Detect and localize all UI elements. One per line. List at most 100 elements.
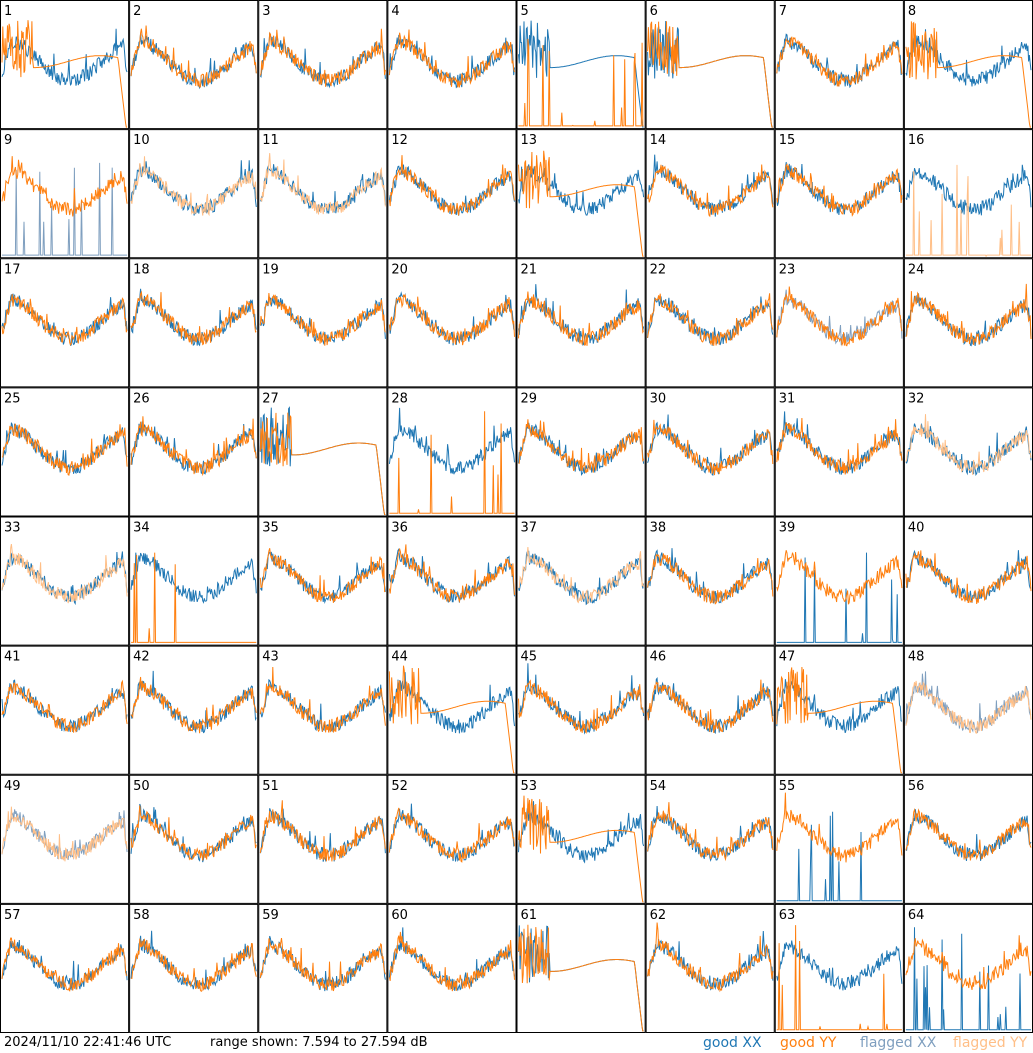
series-yy-line bbox=[388, 544, 515, 604]
timestamp: 2024/11/10 22:41:46 UTC bbox=[4, 1035, 172, 1050]
tile-frame bbox=[903, 387, 1033, 517]
series-yy-line bbox=[259, 292, 386, 346]
tile-label: 27 bbox=[262, 391, 279, 406]
tile-56: 56 bbox=[903, 774, 1033, 904]
series-yy-line bbox=[647, 553, 774, 605]
series-xx-line bbox=[1, 809, 128, 860]
tile-frame bbox=[258, 516, 388, 646]
tile-39: 39 bbox=[774, 516, 904, 646]
series-xx-line bbox=[905, 927, 1031, 1031]
series-yy-line bbox=[259, 938, 386, 992]
series-yy-line bbox=[1, 806, 128, 862]
series-xx-line bbox=[518, 20, 644, 128]
series-xx-line bbox=[388, 672, 515, 734]
tile-26: 26 bbox=[129, 387, 259, 517]
tile-2: 2 bbox=[129, 0, 259, 130]
tile-frame bbox=[387, 645, 517, 775]
tile-label: 42 bbox=[133, 650, 150, 665]
series-yy-line bbox=[388, 294, 515, 346]
series-yy-line bbox=[259, 28, 386, 87]
tile-frame bbox=[774, 903, 904, 1033]
tile-label: 9 bbox=[4, 133, 12, 148]
series-xx-line bbox=[388, 407, 515, 475]
tile-frame bbox=[774, 645, 904, 775]
tile-15: 15 bbox=[774, 129, 904, 259]
tile-label: 30 bbox=[650, 391, 667, 406]
tile-frame bbox=[774, 387, 904, 517]
tile-label: 26 bbox=[133, 391, 150, 406]
tile-46: 46 bbox=[645, 645, 775, 775]
tile-64: 64 bbox=[903, 903, 1033, 1033]
legend-good-xx: good XX bbox=[703, 1035, 762, 1051]
series-xx-line bbox=[776, 940, 903, 991]
tile-61: 61 bbox=[516, 903, 646, 1033]
tile-label: 52 bbox=[391, 779, 408, 794]
tile-frame bbox=[129, 645, 259, 775]
series-yy-line bbox=[130, 805, 257, 861]
series-yy-line bbox=[518, 679, 645, 735]
tile-label: 56 bbox=[908, 779, 925, 794]
tile-label: 60 bbox=[391, 908, 408, 923]
tile-4: 4 bbox=[387, 0, 517, 130]
tile-frame bbox=[129, 516, 259, 646]
tile-label: 6 bbox=[650, 4, 658, 19]
tile-frame bbox=[387, 0, 517, 130]
tile-21: 21 bbox=[516, 258, 646, 388]
tile-22: 22 bbox=[645, 258, 775, 388]
tile-60: 60 bbox=[387, 903, 517, 1033]
tile-label: 20 bbox=[391, 262, 408, 277]
tile-frame bbox=[903, 774, 1033, 904]
series-yy-line bbox=[1, 937, 128, 992]
tile-frame bbox=[774, 774, 904, 904]
series-xx-line bbox=[905, 549, 1032, 603]
tile-label: 10 bbox=[133, 133, 150, 148]
series-yy-line bbox=[518, 150, 644, 257]
series-xx-line bbox=[905, 29, 1032, 87]
series-yy-line bbox=[131, 938, 257, 993]
tile-frame bbox=[516, 129, 646, 259]
tile-7: 7 bbox=[774, 0, 904, 130]
tile-label: 63 bbox=[779, 908, 796, 923]
series-xx-line bbox=[647, 805, 773, 862]
tile-frame bbox=[0, 0, 130, 130]
series-yy-line bbox=[776, 417, 903, 475]
tile-19: 19 bbox=[258, 258, 388, 388]
tile-label: 29 bbox=[521, 391, 538, 406]
series-yy-line bbox=[776, 666, 902, 774]
tile-18: 18 bbox=[129, 258, 259, 388]
tile-label: 24 bbox=[908, 262, 925, 277]
tile-frame bbox=[258, 0, 388, 130]
tile-label: 8 bbox=[908, 4, 916, 19]
tile-label: 12 bbox=[391, 133, 408, 148]
series-yy-line bbox=[647, 21, 773, 128]
tile-label: 44 bbox=[391, 650, 408, 665]
series-yy-line bbox=[905, 680, 1032, 734]
tile-label: 57 bbox=[4, 908, 21, 923]
tile-32: 32 bbox=[903, 387, 1033, 517]
series-xx-line bbox=[905, 422, 1032, 477]
tile-63: 63 bbox=[774, 903, 904, 1033]
tile-24: 24 bbox=[903, 258, 1033, 388]
tile-label: 3 bbox=[262, 4, 270, 19]
series-xx-line bbox=[647, 548, 774, 604]
tile-label: 32 bbox=[908, 391, 925, 406]
series-yy-line bbox=[259, 412, 386, 515]
tile-frame bbox=[0, 645, 130, 775]
tile-frame bbox=[774, 516, 904, 646]
series-yy-line bbox=[388, 807, 515, 863]
series-yy-line bbox=[130, 416, 257, 477]
series-yy-line bbox=[776, 792, 903, 863]
tile-label: 25 bbox=[4, 391, 21, 406]
tile-55: 55 bbox=[774, 774, 904, 904]
tile-frame bbox=[129, 387, 259, 517]
tile-13: 13 bbox=[516, 129, 646, 259]
tile-label: 50 bbox=[133, 779, 150, 794]
tile-58: 58 bbox=[129, 903, 259, 1033]
tile-label: 36 bbox=[391, 521, 408, 536]
series-yy-line bbox=[1, 679, 128, 733]
tile-35: 35 bbox=[258, 516, 388, 646]
tile-label: 18 bbox=[133, 262, 150, 277]
tile-frame bbox=[129, 0, 259, 130]
series-xx-line bbox=[2, 162, 128, 256]
tile-label: 4 bbox=[391, 4, 399, 19]
